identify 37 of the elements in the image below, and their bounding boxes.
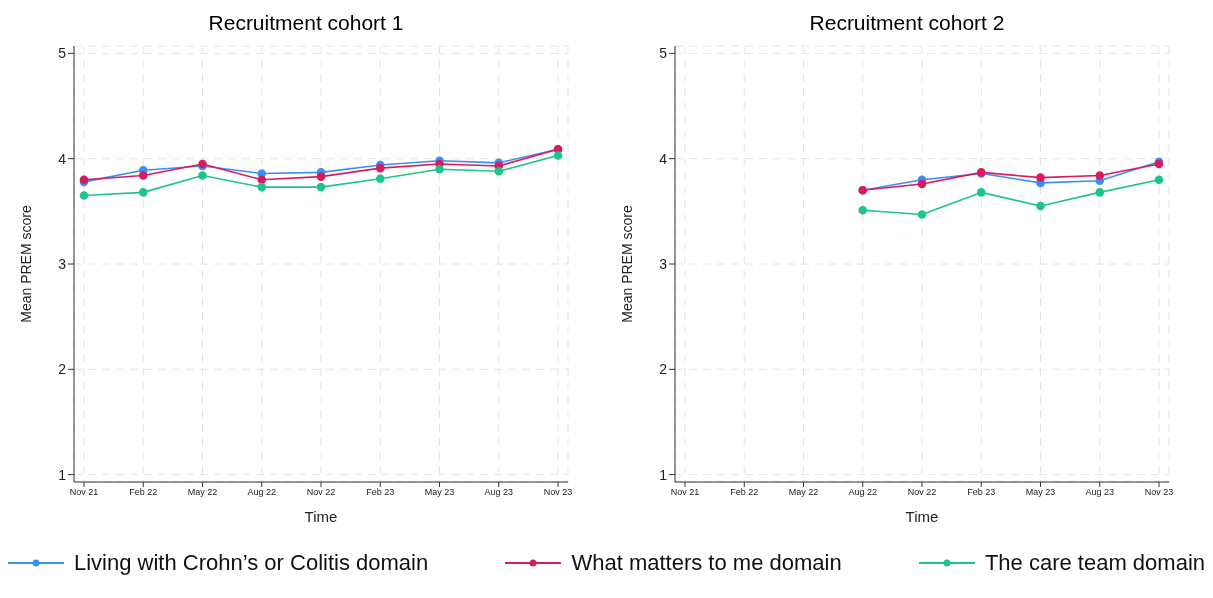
x-axis-title: Time — [304, 508, 338, 525]
x-tick-label: Nov 22 — [306, 487, 336, 498]
x-tick-label: May 23 — [424, 487, 455, 498]
x-tick-label: Feb 22 — [730, 487, 759, 498]
x-tick-label: Aug 23 — [1085, 487, 1115, 498]
y-tick-label: 5 — [58, 45, 67, 62]
y-tick-label: 1 — [58, 466, 67, 483]
x-tick-label: Feb 22 — [129, 487, 158, 498]
legend-label: Living with Crohn’s or Colitis domain — [74, 550, 429, 576]
x-tick-label: Nov 23 — [1144, 487, 1174, 498]
x-tick-label: May 23 — [1025, 487, 1056, 498]
y-tick-label: 4 — [659, 150, 668, 167]
y-axis-title: Mean PREM score — [618, 205, 635, 323]
y-tick-label: 3 — [58, 255, 67, 272]
x-tick-label: Nov 22 — [907, 487, 937, 498]
x-tick-label: Aug 23 — [484, 487, 514, 498]
y-tick-label: 1 — [659, 466, 668, 483]
x-tick-label: Nov 21 — [670, 487, 700, 498]
chart-title: Recruitment cohort 1 — [207, 10, 405, 36]
y-tick-label: 2 — [659, 361, 668, 378]
x-tick-label: May 22 — [187, 487, 218, 498]
x-axis-title: Time — [905, 508, 939, 525]
x-tick-label: Aug 22 — [247, 487, 277, 498]
y-axis-title: Mean PREM score — [17, 205, 34, 323]
x-tick-label: Nov 21 — [69, 487, 99, 498]
legend-label: What matters to me domain — [571, 550, 842, 576]
x-tick-label: Nov 23 — [543, 487, 573, 498]
chart-title: Recruitment cohort 2 — [808, 10, 1006, 36]
x-tick-label: May 22 — [788, 487, 819, 498]
x-tick-label: Feb 23 — [366, 487, 395, 498]
y-tick-label: 4 — [58, 150, 67, 167]
x-tick-label: Aug 22 — [848, 487, 878, 498]
y-tick-label: 5 — [659, 45, 668, 62]
y-tick-label: 3 — [659, 255, 668, 272]
legend-label: The care team domain — [984, 550, 1205, 576]
y-tick-label: 2 — [58, 361, 67, 378]
x-tick-label: Feb 23 — [967, 487, 996, 498]
